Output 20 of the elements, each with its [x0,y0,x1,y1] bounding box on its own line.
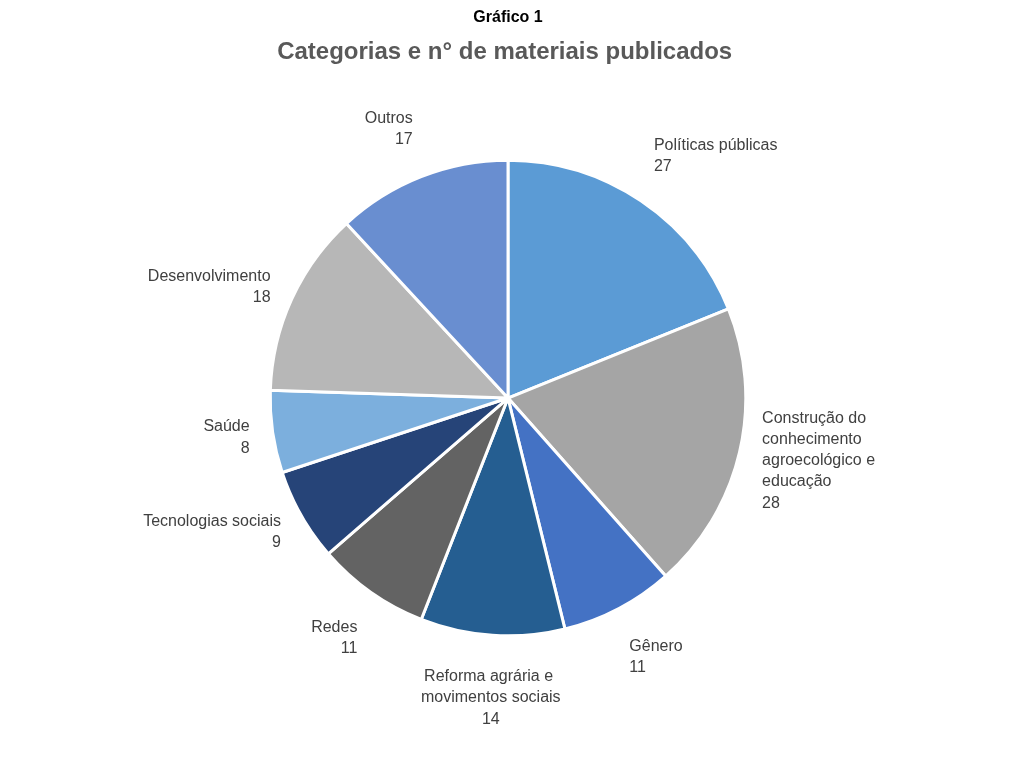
slice-label: Gênero [629,636,683,654]
slice-label: Redes [311,618,358,636]
slice-label: Construção do conhecimento agroecológico e educação [762,408,876,490]
slice-label: Tecnologias sociais [143,512,282,530]
data-label: 9 [272,533,282,551]
slice-label: Outros [364,108,413,126]
chart-title: Categorias e n° de materiais publicados [277,36,733,64]
data-label: 17 [394,130,413,147]
data-label: 27 [653,157,672,175]
data-label: 11 [340,639,358,657]
slice-label: Políticas públicas [653,136,778,154]
text: Gráfico 1 [473,7,543,25]
slice-label: Desenvolvimento [147,266,271,284]
data-label: 11 [629,658,646,676]
slice-label: Saúde [203,417,250,435]
data-label: 28 [762,493,780,511]
data-label: 8 [240,438,250,456]
slice-label: Reforma agrária e movimentos sociais [421,667,561,706]
data-label: 14 [481,709,500,727]
data-label: 18 [252,288,271,306]
